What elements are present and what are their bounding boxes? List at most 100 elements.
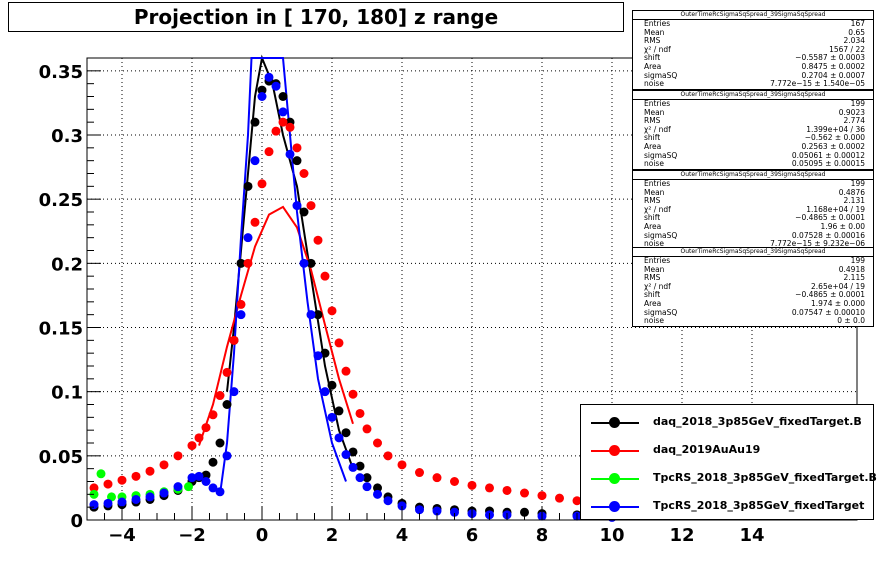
x-tick-label: −4 bbox=[108, 525, 136, 546]
data-point bbox=[222, 400, 232, 409]
legend-marker bbox=[609, 417, 620, 428]
data-point bbox=[201, 470, 211, 480]
data-point bbox=[292, 156, 302, 166]
stats-label: RMS bbox=[644, 273, 661, 283]
stats-value: 1.96 ± 0.00 bbox=[820, 221, 865, 231]
data-point bbox=[131, 471, 141, 481]
stats-value: 0.9023 bbox=[838, 107, 865, 117]
legend-marker bbox=[609, 501, 620, 512]
stats-row: RMS 2.131 bbox=[633, 197, 873, 206]
stats-value: 7.772e−15 ± 1.540e−05 bbox=[770, 79, 865, 89]
legend-entry: daq_2019AuAu19 bbox=[581, 437, 873, 463]
stats-row: noise 7.772e−15 ± 1.540e−05 bbox=[633, 80, 873, 89]
stats-row: RMS 2.774 bbox=[633, 117, 873, 126]
stats-box: OuterTimeRcSigmaSqSpread_39SigmaSqSpread… bbox=[632, 247, 874, 327]
data-point bbox=[89, 483, 99, 493]
stats-label: sigmaSQ bbox=[644, 230, 678, 240]
data-point bbox=[145, 492, 155, 502]
data-point bbox=[278, 117, 288, 127]
stats-row: Mean 0.4876 bbox=[633, 187, 873, 198]
stats-value: 0.8475 ± 0.0002 bbox=[801, 61, 865, 71]
stats-row: Area 0.8475 ± 0.0002 bbox=[633, 61, 873, 72]
stats-label: shift bbox=[644, 213, 661, 223]
stats-label: χ² / ndf bbox=[644, 281, 671, 291]
x-tick-label: −2 bbox=[178, 525, 206, 546]
data-point bbox=[285, 149, 295, 159]
data-point bbox=[334, 433, 344, 443]
y-tick-label: 0.3 bbox=[51, 126, 83, 147]
stats-value: 0.4918 bbox=[838, 264, 865, 274]
data-point bbox=[572, 496, 582, 506]
data-point bbox=[355, 473, 365, 483]
stats-row: Area 1.974 ± 0.000 bbox=[633, 299, 873, 309]
data-point bbox=[215, 487, 225, 497]
x-tick-label: 8 bbox=[536, 525, 549, 546]
data-point bbox=[299, 169, 309, 178]
stats-label: sigmaSQ bbox=[644, 307, 678, 317]
stats-label: Mean bbox=[644, 187, 665, 197]
stats-value: 0.2704 ± 0.0007 bbox=[801, 70, 865, 80]
data-point bbox=[320, 271, 330, 281]
data-point bbox=[320, 387, 330, 397]
data-point bbox=[278, 92, 288, 101]
stats-row: Entries 199 bbox=[633, 99, 873, 109]
y-tick-label: 0.05 bbox=[39, 447, 83, 468]
stats-label: χ² / ndf bbox=[644, 124, 671, 134]
data-point bbox=[222, 451, 232, 461]
stats-row: noise 7.772e−15 ± 9.232e−06 bbox=[633, 240, 873, 249]
stats-label: shift bbox=[644, 53, 661, 63]
legend-entry: daq_2018_3p85GeV_fixedTarget.B bbox=[581, 409, 873, 435]
x-tick-label: 4 bbox=[396, 525, 409, 546]
stats-label: χ² / ndf bbox=[644, 44, 671, 54]
stats-box: OuterTimeRcSigmaSqSpread_39SigmaSqSpread… bbox=[632, 10, 874, 90]
y-tick-label: 0.2 bbox=[51, 254, 83, 275]
data-point bbox=[362, 424, 372, 434]
data-point bbox=[432, 473, 442, 483]
stats-value: 2.65e+04 / 19 bbox=[811, 281, 865, 291]
data-point bbox=[327, 380, 337, 390]
stats-value: 0.2563 ± 0.0002 bbox=[801, 141, 865, 151]
data-point bbox=[187, 441, 197, 451]
data-point bbox=[194, 471, 204, 481]
data-point bbox=[173, 482, 183, 492]
data-point bbox=[257, 85, 267, 95]
data-point bbox=[187, 473, 197, 483]
data-point bbox=[184, 482, 193, 492]
data-point bbox=[327, 306, 337, 316]
data-point bbox=[208, 410, 218, 420]
stats-row: shift −0.4865 ± 0.0001 bbox=[633, 291, 873, 300]
stats-value: 1567 / 22 bbox=[829, 44, 865, 54]
data-point bbox=[313, 235, 323, 245]
data-point bbox=[397, 501, 407, 511]
data-point bbox=[117, 497, 127, 507]
data-point bbox=[537, 491, 547, 501]
stats-value: 0 ± 0.0 bbox=[837, 316, 865, 326]
stats-label: Area bbox=[644, 61, 662, 71]
data-point bbox=[229, 387, 239, 397]
data-point bbox=[250, 156, 260, 166]
data-point bbox=[555, 493, 564, 503]
stats-label: Entries bbox=[644, 179, 671, 188]
data-point bbox=[502, 485, 512, 495]
data-point bbox=[243, 181, 253, 191]
y-tick-label: 0.25 bbox=[39, 190, 83, 211]
y-tick-label: 0 bbox=[70, 511, 83, 532]
stats-row: RMS 2.115 bbox=[633, 274, 873, 283]
stats-label: Mean bbox=[644, 107, 665, 117]
chart-title: Projection in [ 170, 180] z range bbox=[133, 5, 499, 29]
data-point bbox=[341, 450, 351, 460]
data-point bbox=[373, 438, 382, 448]
data-point bbox=[159, 460, 169, 470]
stats-row: RMS 2.034 bbox=[633, 37, 873, 46]
stats-header: OuterTimeRcSigmaSqSpread_39SigmaSqSpread bbox=[633, 91, 873, 100]
data-point bbox=[201, 423, 211, 433]
stats-header: OuterTimeRcSigmaSqSpread_39SigmaSqSpread bbox=[633, 248, 873, 257]
data-point bbox=[236, 310, 246, 320]
legend-marker bbox=[609, 473, 620, 484]
data-point bbox=[229, 335, 239, 345]
data-point bbox=[348, 447, 358, 457]
x-tick-label: 6 bbox=[466, 525, 479, 546]
legend: daq_2018_3p85GeV_fixedTarget.B daq_2019Au… bbox=[580, 404, 877, 520]
data-point bbox=[362, 482, 372, 492]
title-box: Projection in [ 170, 180] z range bbox=[8, 2, 624, 32]
